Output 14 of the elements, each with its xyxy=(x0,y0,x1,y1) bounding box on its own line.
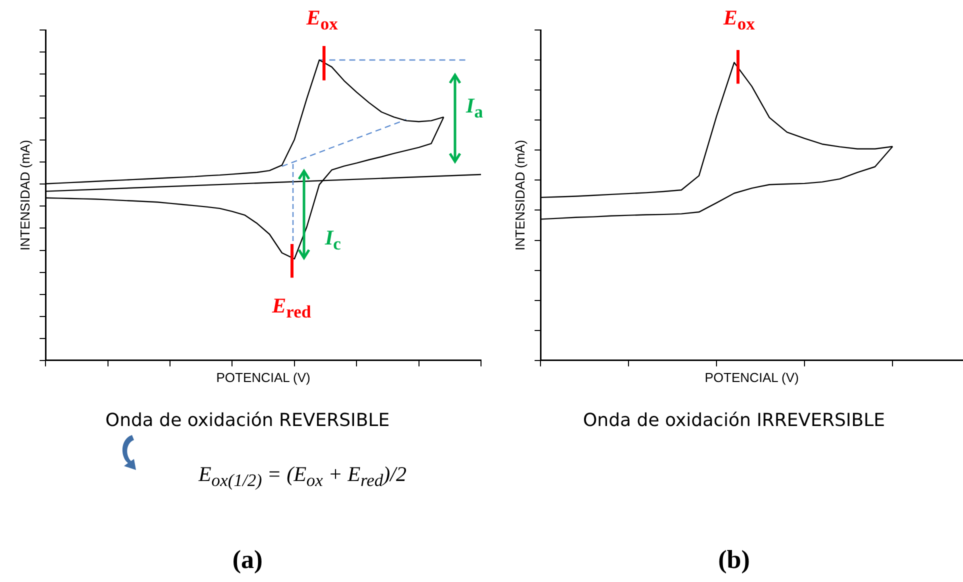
text: (b) xyxy=(717,545,751,575)
x-axis-title: POTENCIAL (V) xyxy=(216,370,310,385)
y-axis-title: INTENSIDAD (mA) xyxy=(512,140,528,250)
text: E$_{ox(1/2)}$ = (E$_{ox}$ + E$_{red}$)/2 xyxy=(197,462,408,492)
x-axis-title: POTENCIAL (V) xyxy=(704,370,799,385)
text: E$_{ox}$ xyxy=(306,5,338,34)
y-axis-title: INTENSIDAD (mA) xyxy=(17,140,32,250)
text: (a) xyxy=(231,545,264,575)
annotation: I$_{a}$ xyxy=(466,93,483,122)
text: Onda de oxidación REVERSIBLE xyxy=(104,410,391,431)
text: E$_{ox}$ xyxy=(723,5,755,34)
annotation: I$_{c}$ xyxy=(324,226,341,254)
text: Onda de oxidación IRREVERSIBLE xyxy=(582,410,886,431)
annotation: E$_{red}$ xyxy=(272,292,312,322)
